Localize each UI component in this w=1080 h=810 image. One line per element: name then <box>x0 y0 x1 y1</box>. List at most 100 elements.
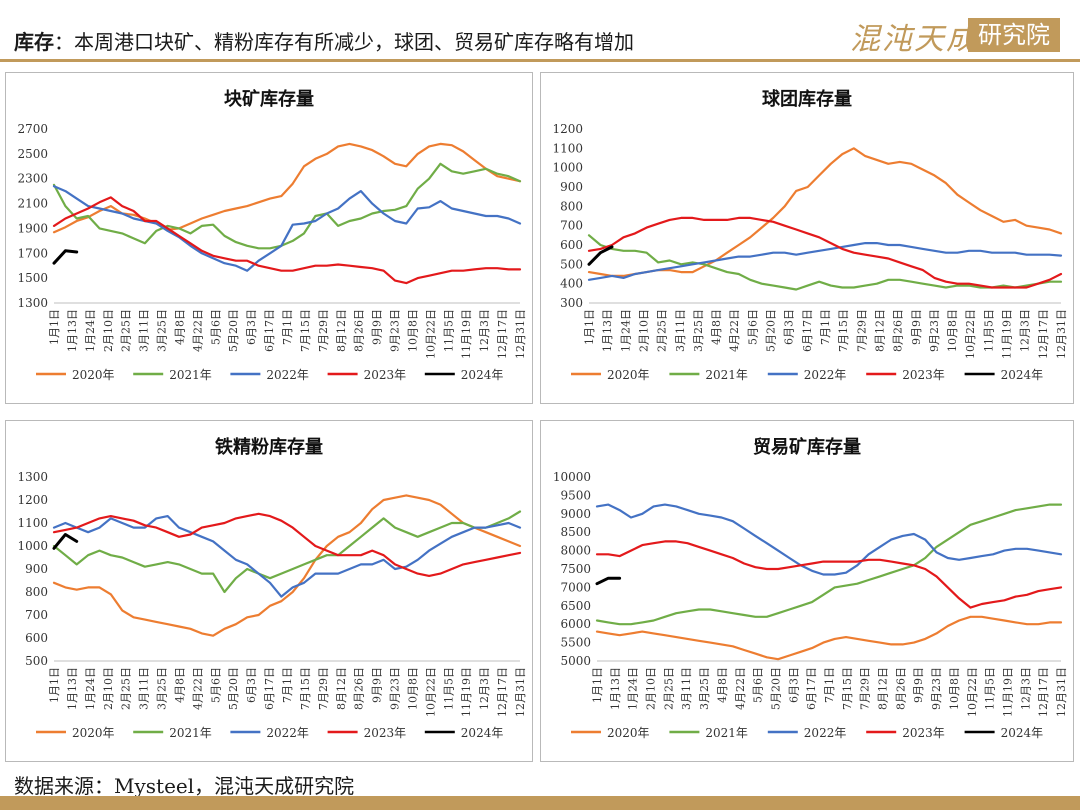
x-tick-label: 11月19日 <box>460 309 473 359</box>
page-header: 库存：本周港口块矿、精粉库存有所减少，球团、贸易矿库存略有增加 混沌天成 研究院 <box>0 0 1080 68</box>
series-line-2022 <box>587 242 1063 281</box>
x-tick-label: 8月12日 <box>877 667 890 710</box>
x-tick-label: 7月1日 <box>823 667 836 703</box>
y-tick-label: 7000 <box>560 580 591 594</box>
series-line-2021 <box>52 510 522 594</box>
x-tick-label: 9月23日 <box>389 667 402 710</box>
x-tick-label: 1月13日 <box>609 667 622 710</box>
x-tick-label: 7月29日 <box>317 667 330 710</box>
x-tick-label: 11月19日 <box>460 667 473 717</box>
y-tick-label: 1200 <box>17 493 48 507</box>
x-tick-label: 1月1日 <box>48 667 61 703</box>
data-source-note: 数据来源：Mysteel，混沌天成研究院 <box>14 774 355 798</box>
legend-label: 2022年 <box>804 726 847 740</box>
x-tick-label: 11月5日 <box>442 309 455 352</box>
y-tick-label: 2300 <box>17 172 48 186</box>
x-tick-label: 4月22日 <box>191 309 204 352</box>
x-tick-label: 12月3日 <box>1019 667 1032 710</box>
x-tick-label: 8月26日 <box>892 309 905 352</box>
series-line-2023 <box>52 512 522 577</box>
x-tick-label: 12月3日 <box>1019 309 1032 352</box>
y-tick-label: 8500 <box>560 525 591 539</box>
chart-panel-lump-ore: 块矿库存量 1300 1500 1700 1900 2100 2300 2500 2700 1月1… <box>5 72 533 404</box>
chart-title: 球团库存量 <box>762 88 852 110</box>
series-line-2020 <box>52 494 522 637</box>
x-tick-label: 11月5日 <box>982 309 995 352</box>
y-tick-label: 800 <box>560 199 583 213</box>
y-tick-label: 2700 <box>17 122 48 136</box>
x-tick-label: 5月6日 <box>752 667 765 703</box>
x-tick-label: 8月26日 <box>353 667 366 710</box>
x-tick-label: 7月15日 <box>299 309 312 352</box>
x-tick-label: 10月22日 <box>424 667 437 717</box>
x-tick-label: 8月12日 <box>873 309 886 352</box>
header-divider <box>0 59 1080 62</box>
y-tick-label: 600 <box>25 631 48 645</box>
x-tick-label: 1月13日 <box>66 667 79 710</box>
x-tick-label: 7月1日 <box>819 309 832 345</box>
x-tick-label: 11月19日 <box>1001 309 1014 359</box>
page-title: 库存：本周港口块矿、精粉库存有所减少，球团、贸易矿库存略有增加 <box>14 26 634 55</box>
x-tick-label: 3月25日 <box>692 309 705 352</box>
series-line-2021 <box>52 162 522 250</box>
y-tick-label: 9500 <box>560 488 591 502</box>
series-line-2023 <box>595 540 1063 609</box>
x-tick-label: 5月20日 <box>769 667 782 710</box>
y-tick-label: 1300 <box>17 470 48 484</box>
x-tick-label: 10月22日 <box>424 309 437 359</box>
x-tick-label: 12月31日 <box>1055 309 1068 359</box>
x-tick-label: 4月22日 <box>191 667 204 710</box>
x-tick-label: 1月24日 <box>84 667 97 710</box>
y-tick-label: 300 <box>560 296 583 310</box>
y-tick-label: 5500 <box>560 636 591 650</box>
y-tick-label: 1100 <box>552 141 583 155</box>
y-tick-label: 700 <box>560 219 583 233</box>
x-tick-label: 12月3日 <box>478 667 491 710</box>
legend-label: 2020年 <box>607 368 650 382</box>
x-tick-label: 6月17日 <box>263 309 276 352</box>
x-tick-label: 6月3日 <box>245 667 258 703</box>
x-tick-label: 8月12日 <box>335 667 348 710</box>
x-tick-label: 3月11日 <box>674 309 687 352</box>
x-tick-label: 4月8日 <box>173 667 186 703</box>
series-line-2023 <box>587 216 1063 289</box>
y-tick-label: 1000 <box>17 539 48 553</box>
y-tick-label: 2100 <box>17 197 48 211</box>
x-tick-label: 6月17日 <box>263 667 276 710</box>
x-tick-label: 1月24日 <box>619 309 632 352</box>
x-tick-label: 10月22日 <box>966 667 979 717</box>
x-tick-label: 10月8日 <box>406 667 419 710</box>
legend-label: 2021年 <box>169 368 212 382</box>
y-tick-label: 1200 <box>552 122 583 136</box>
y-tick-label: 1100 <box>17 516 48 530</box>
x-tick-label: 3月11日 <box>138 667 151 710</box>
y-tick-label: 6000 <box>560 617 591 631</box>
y-tick-label: 600 <box>560 238 583 252</box>
legend-label: 2023年 <box>902 368 945 382</box>
series-line-2021 <box>587 234 1063 291</box>
x-tick-label: 12月17日 <box>1037 667 1050 717</box>
x-tick-label: 2月10日 <box>645 667 658 710</box>
y-tick-label: 7500 <box>560 562 591 576</box>
chart-title: 块矿库存量 <box>224 88 314 110</box>
brand-logo-box: 研究院 <box>968 18 1060 52</box>
x-tick-label: 1月1日 <box>583 309 596 345</box>
x-tick-label: 1月13日 <box>66 309 79 352</box>
chart-panel-pellet: 球团库存量 300 400 500 600 700 800 900 1000 1100 1200 1月… <box>540 72 1074 404</box>
series-line-2020 <box>595 615 1063 661</box>
legend-label: 2024年 <box>1001 368 1044 382</box>
chart-pellet-inventory: 球团库存量 300 400 500 600 700 800 900 1000 1100 1200 1月… <box>552 88 1068 382</box>
x-tick-label: 3月25日 <box>156 667 169 710</box>
x-tick-label: 3月11日 <box>680 667 693 710</box>
x-tick-label: 6月17日 <box>805 667 818 710</box>
page-title-key: 库存 <box>14 30 54 54</box>
page-title-text: ：本周港口块矿、精粉库存有所减少，球团、贸易矿库存略有增加 <box>54 30 634 54</box>
x-tick-label: 9月23日 <box>389 309 402 352</box>
x-tick-label: 2月25日 <box>120 667 133 710</box>
x-tick-label: 4月22日 <box>728 309 741 352</box>
series-line-2024 <box>595 576 622 586</box>
legend-label: 2021年 <box>705 368 748 382</box>
series-line-2020 <box>52 142 522 234</box>
x-tick-label: 11月5日 <box>984 667 997 710</box>
x-tick-label: 9月23日 <box>928 309 941 352</box>
